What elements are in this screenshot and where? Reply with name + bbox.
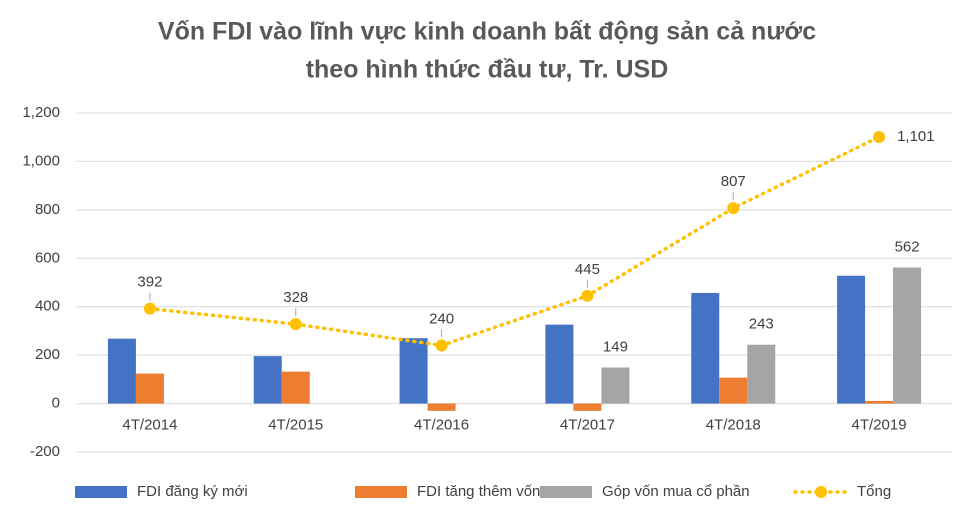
legend-swatch xyxy=(815,486,827,498)
bar xyxy=(601,367,630,404)
bar xyxy=(865,400,894,404)
y-tick-label: 400 xyxy=(35,298,60,315)
bar xyxy=(691,292,720,404)
data-label: 392 xyxy=(137,274,162,291)
x-tick-label: 4T/2018 xyxy=(706,417,761,434)
x-tick-label: 4T/2019 xyxy=(852,417,907,434)
bar xyxy=(253,356,282,404)
data-label: 445 xyxy=(575,261,600,278)
y-tick-label: 1,200 xyxy=(22,104,60,121)
legend-swatch xyxy=(540,486,592,498)
bar xyxy=(747,344,776,404)
data-label: 243 xyxy=(749,316,774,333)
chart-title: Vốn FDI vào lĩnh vực kinh doanh bất động… xyxy=(158,18,816,46)
y-tick-label: 1,000 xyxy=(22,152,60,169)
line-marker xyxy=(289,318,302,331)
legend-label: Góp vốn mua cổ phần xyxy=(602,483,750,500)
line-marker xyxy=(143,302,156,315)
legend-label: Tổng xyxy=(857,483,891,500)
y-tick-label: 800 xyxy=(35,201,60,218)
line xyxy=(148,135,881,348)
data-label: 149 xyxy=(603,338,628,355)
line-marker xyxy=(873,130,886,143)
chart-title: theo hình thức đầu tư, Tr. USD xyxy=(306,56,669,84)
legend-swatch xyxy=(75,486,127,498)
y-tick-label: -200 xyxy=(30,443,60,460)
data-label: 562 xyxy=(895,238,920,255)
bar xyxy=(107,338,136,404)
x-tick-label: 4T/2017 xyxy=(560,417,615,434)
data-label: 240 xyxy=(429,310,454,327)
bar xyxy=(399,338,428,404)
data-label: 328 xyxy=(283,289,308,306)
bar xyxy=(427,403,456,411)
y-tick-label: 0 xyxy=(52,395,60,412)
bar xyxy=(719,377,748,404)
legend-label: FDI đăng ký mới xyxy=(137,483,248,500)
y-tick-label: 200 xyxy=(35,346,60,363)
bar xyxy=(573,403,602,411)
bar xyxy=(281,371,310,404)
line-marker xyxy=(581,289,594,302)
bar xyxy=(837,275,866,404)
data-label: 1,101 xyxy=(897,128,935,145)
line-marker xyxy=(727,202,740,215)
x-tick-label: 4T/2015 xyxy=(268,417,323,434)
x-tick-label: 4T/2014 xyxy=(122,417,177,434)
bar xyxy=(545,324,574,404)
y-tick-label: 600 xyxy=(35,249,60,266)
data-label: 807 xyxy=(721,173,746,190)
legend-swatch xyxy=(355,486,407,498)
bar xyxy=(893,267,922,404)
legend-label: FDI tăng thêm vốn xyxy=(417,483,540,500)
line-marker xyxy=(435,339,448,352)
x-tick-label: 4T/2016 xyxy=(414,417,469,434)
bar xyxy=(135,373,164,404)
